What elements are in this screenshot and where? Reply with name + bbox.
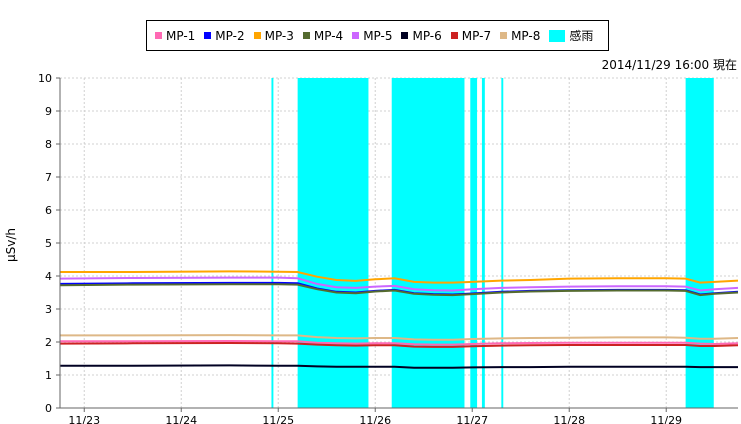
series-line <box>59 283 739 297</box>
rain-band <box>501 78 504 408</box>
y-tick-label: 0 <box>45 402 52 415</box>
x-tick-label: 11/26 <box>359 414 391 424</box>
legend-swatch <box>302 32 310 39</box>
y-tick-label: 8 <box>45 138 52 151</box>
legend-label: MP-1 <box>166 28 196 43</box>
x-tick-label: 11/27 <box>456 414 488 424</box>
y-tick-label: 3 <box>45 303 52 316</box>
legend-item: 感雨 <box>549 27 593 44</box>
legend-swatch <box>500 32 508 39</box>
x-tick-label: 11/23 <box>68 414 100 424</box>
y-tick-label: 9 <box>45 105 52 118</box>
legend-label: MP-2 <box>215 28 245 43</box>
legend-swatch <box>155 32 162 39</box>
legend-item: MP-5 <box>352 29 392 43</box>
legend: MP-1 MP-2 MP-3 MP-4 MP-5 MP-6 MP-7 MP-8 感雨 <box>146 20 609 51</box>
series-line <box>59 341 739 348</box>
rain-band <box>470 78 478 408</box>
legend-item: MP-4 <box>302 28 344 43</box>
series-line <box>59 276 739 292</box>
legend-swatch <box>204 32 212 39</box>
y-tick-label: 6 <box>45 204 52 217</box>
series-lines <box>59 270 739 369</box>
rain-band <box>297 78 369 408</box>
x-tick-label: 11/28 <box>553 414 585 424</box>
rain-bands <box>271 78 714 408</box>
legend-label: MP-7 <box>461 28 492 43</box>
legend-swatch <box>450 32 458 39</box>
y-tick-label: 7 <box>45 171 52 184</box>
legend-swatch <box>253 32 261 39</box>
y-tick-label: 4 <box>45 270 52 283</box>
series-line <box>60 334 739 341</box>
x-tick-label: 11/29 <box>650 414 682 424</box>
y-tick-label: 10 <box>38 72 52 85</box>
y-tick-labels: 0 1 2 3 4 5 6 7 8 9 10 <box>38 72 60 415</box>
legend-swatch <box>549 29 566 42</box>
legend-item: MP-2 <box>204 28 245 43</box>
legend-label: MP-3 <box>264 28 294 43</box>
rain-band <box>685 78 714 408</box>
timestamp: 2014/11/29 16:00 現在 <box>601 58 737 72</box>
legend-item: MP-3 <box>253 28 294 43</box>
rain-band <box>271 78 274 408</box>
legend-item: MP-6 <box>401 28 442 43</box>
x-tick-label: 11/25 <box>262 414 294 424</box>
legend-swatch <box>352 32 360 39</box>
x-tick-labels: 11/23 11/24 11/25 11/26 11/27 11/28 11/29 <box>68 408 682 424</box>
legend-label: MP-6 <box>412 28 442 43</box>
legend-swatch <box>401 32 409 39</box>
legend-item: MP-1 <box>155 29 195 43</box>
legend-item: MP-7 <box>450 28 492 43</box>
y-tick-label: 2 <box>45 336 52 349</box>
y-axis-label: μSv/h <box>4 227 18 262</box>
rain-band <box>481 78 485 408</box>
legend-label: MP-8 <box>511 28 541 43</box>
legend-item: MP-8 <box>500 29 540 43</box>
x-tick-label: 11/24 <box>165 414 197 424</box>
y-tick-label: 1 <box>45 369 52 382</box>
legend-label: MP-5 <box>363 28 393 43</box>
rain-band <box>391 78 465 408</box>
series-line <box>60 270 739 284</box>
series-line <box>60 339 739 346</box>
legend-label: 感雨 <box>569 29 594 43</box>
y-tick-label: 5 <box>45 237 52 250</box>
series-line <box>60 364 738 369</box>
legend-label: MP-4 <box>313 28 344 43</box>
